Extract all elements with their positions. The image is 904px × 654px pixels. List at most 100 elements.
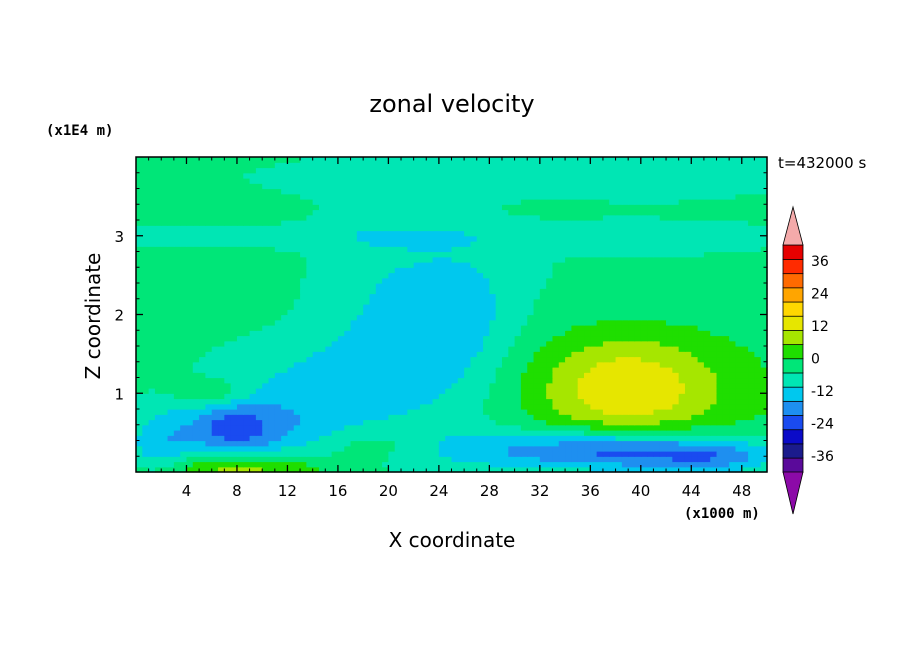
contour-cell <box>710 319 718 326</box>
contour-cell <box>236 340 244 347</box>
contour-cell <box>186 461 194 468</box>
contour-cell <box>369 356 377 363</box>
contour-cell <box>350 430 358 436</box>
contour-cell <box>205 435 213 442</box>
contour-cell <box>337 430 345 436</box>
contour-cell <box>426 325 434 331</box>
contour-cell <box>628 367 636 373</box>
contour-cell <box>558 445 566 452</box>
contour-cell <box>697 382 705 389</box>
contour-cell <box>211 461 219 468</box>
contour-cell <box>375 367 383 373</box>
contour-cell <box>173 209 181 216</box>
contour-cell <box>419 419 427 426</box>
contour-cell <box>508 440 516 447</box>
contour-cell <box>602 382 610 389</box>
contour-cell <box>148 283 156 289</box>
contour-cell <box>199 346 207 352</box>
contour-cell <box>230 403 238 410</box>
contour-cell <box>142 241 150 247</box>
contour-cell <box>325 435 333 442</box>
contour-cell <box>703 409 711 415</box>
contour-cell <box>672 235 680 242</box>
contour-cell <box>394 241 402 247</box>
contour-cell <box>501 398 509 405</box>
contour-cell <box>218 372 225 379</box>
contour-cell <box>609 403 617 410</box>
contour-cell <box>615 398 623 405</box>
contour-cell <box>659 466 667 473</box>
contour-cell <box>255 403 263 410</box>
contour-cell <box>520 398 528 405</box>
contour-cell <box>337 335 345 342</box>
contour-cell <box>615 214 623 221</box>
contour-cell <box>293 230 301 237</box>
contour-cell <box>552 262 560 268</box>
contour-cell <box>672 409 680 415</box>
contour-cell <box>590 351 598 358</box>
contour-cell <box>584 246 591 253</box>
contour-cell <box>735 288 743 295</box>
contour-cell <box>394 288 402 295</box>
contour-cell <box>501 403 509 410</box>
contour-cell <box>464 298 472 305</box>
contour-cell <box>590 277 598 284</box>
contour-cell <box>205 424 213 431</box>
contour-cell <box>552 451 560 457</box>
contour-cell <box>621 382 629 389</box>
contour-cell <box>748 351 755 358</box>
contour-cell <box>173 430 181 436</box>
contour-cell <box>167 293 175 300</box>
contour-cell <box>293 246 301 253</box>
contour-cell <box>501 209 509 216</box>
contour-cell <box>577 367 585 373</box>
contour-cell <box>369 319 377 326</box>
contour-cell <box>464 288 472 295</box>
contour-cell <box>136 314 143 321</box>
contour-cell <box>161 283 169 289</box>
contour-cell <box>457 445 465 452</box>
contour-cell <box>577 335 585 342</box>
contour-cell <box>382 288 389 295</box>
contour-cell <box>363 419 371 426</box>
contour-cell <box>489 351 497 358</box>
contour-cell <box>565 283 572 289</box>
contour-cell <box>710 241 718 247</box>
contour-cell <box>224 230 232 237</box>
contour-cell <box>684 235 692 242</box>
contour-cell <box>293 314 301 321</box>
contour-cell <box>401 409 408 415</box>
contour-cell <box>451 461 459 468</box>
contour-cell <box>666 309 673 316</box>
contour-cell <box>262 319 270 326</box>
contour-cell <box>577 456 585 463</box>
contour-cell <box>476 372 484 379</box>
contour-cell <box>571 440 579 447</box>
contour-cell <box>760 456 768 463</box>
contour-cell <box>224 367 232 373</box>
contour-cell <box>735 230 743 237</box>
contour-cell <box>274 351 282 358</box>
contour-cell <box>180 419 188 426</box>
contour-cell <box>199 319 207 326</box>
contour-cell <box>154 382 162 389</box>
contour-cell <box>565 309 572 316</box>
contour-cell <box>337 398 345 405</box>
contour-cell <box>533 325 541 331</box>
contour-cell <box>741 293 749 300</box>
contour-cell <box>527 367 535 373</box>
contour-cell <box>457 230 465 237</box>
contour-cell <box>609 466 617 473</box>
contour-cell <box>236 209 244 216</box>
contour-cell <box>438 398 446 405</box>
contour-cell <box>287 398 295 405</box>
contour-cell <box>438 251 446 258</box>
contour-cell <box>218 424 225 431</box>
contour-cell <box>483 351 490 358</box>
contour-cell <box>167 241 175 247</box>
contour-cell <box>350 456 358 463</box>
contour-cell <box>659 298 667 305</box>
contour-cell <box>508 346 516 352</box>
contour-cell <box>337 346 345 352</box>
contour-cell <box>211 251 219 258</box>
